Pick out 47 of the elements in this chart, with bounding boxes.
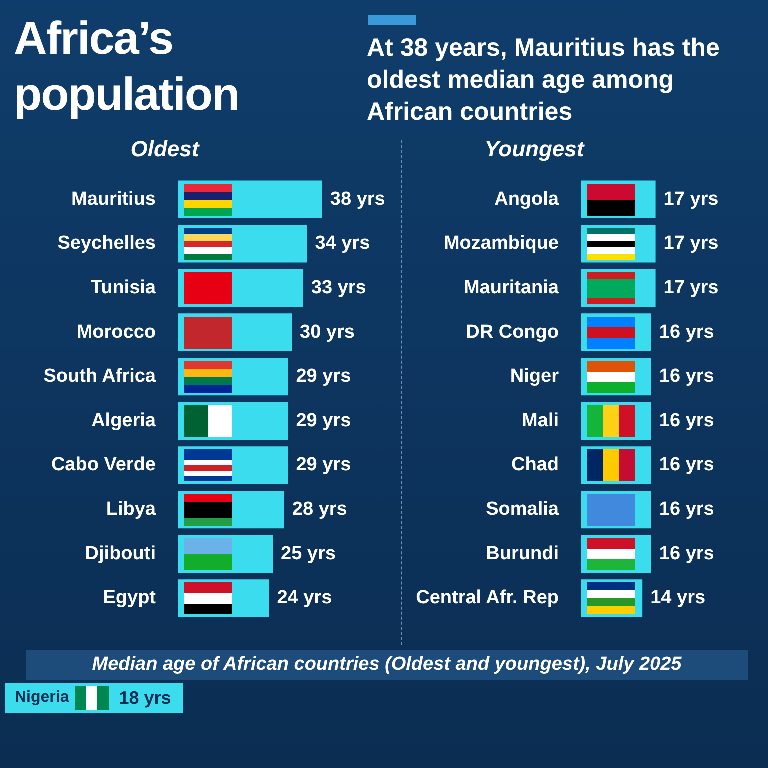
data-label: 33 yrs [311,277,366,298]
y-tick-label: Cabo Verde [51,454,156,476]
data-label: 28 yrs [292,499,348,520]
y-tick-label: Niger [510,366,560,388]
y-tick-label: Mali [522,410,559,432]
text: Median age of African countries (Oldest and youngest), July 2025 [26,650,748,680]
data-label: 16 yrs [659,543,714,564]
data-label: 38 yrs [330,188,386,210]
text: 18 yrs [119,688,172,708]
y-tick-label: Chad [512,454,559,476]
data-label: 29 yrs [296,454,352,476]
y-tick-label: Mauritius [72,188,156,210]
category-label: Nigeria [15,689,70,707]
data-label: 30 yrs [300,322,355,343]
y-tick-label: DR Congo [466,322,559,343]
data-label: 16 yrs [659,366,714,388]
y-tick-label: South Africa [44,366,156,388]
y-tick-label: Burundi [486,543,559,564]
data-label: 29 yrs [296,410,352,432]
data-label: 17 yrs [664,277,719,298]
data-label: 25 yrs [281,543,336,564]
y-tick-label: Libya [106,499,156,520]
text: Africa’s population [14,11,240,122]
chart-title: Oldest [130,136,201,162]
data-label: 16 yrs [659,322,714,343]
y-tick-label: Central Afr. Rep [416,588,559,609]
y-tick-label: Morocco [76,322,156,343]
y-tick-label: Tunisia [90,277,156,298]
text: At 38 years, Mauritius has the oldest median age among African countries [367,33,721,128]
y-tick-label: Seychelles [58,233,156,254]
data-label: 14 yrs [650,588,706,609]
data-label: 17 yrs [664,188,719,210]
data-label: 24 yrs [277,588,332,609]
data-label: 29 yrs [296,366,352,388]
y-tick-label: Mauritania [464,277,560,298]
data-label: 34 yrs [315,233,370,254]
y-tick-label: Somalia [486,499,560,520]
y-tick-label: Mozambique [444,233,559,254]
data-label: 16 yrs [659,499,714,520]
data-label: 16 yrs [659,454,714,476]
data-label: 17 yrs [664,233,719,254]
y-tick-label: Angola [494,188,560,210]
y-tick-label: Egypt [103,588,157,609]
data-label: 16 yrs [659,410,714,432]
chart-title: Youngest [484,136,586,162]
y-tick-label: Djibouti [85,543,156,564]
y-tick-label: Algeria [92,410,156,432]
